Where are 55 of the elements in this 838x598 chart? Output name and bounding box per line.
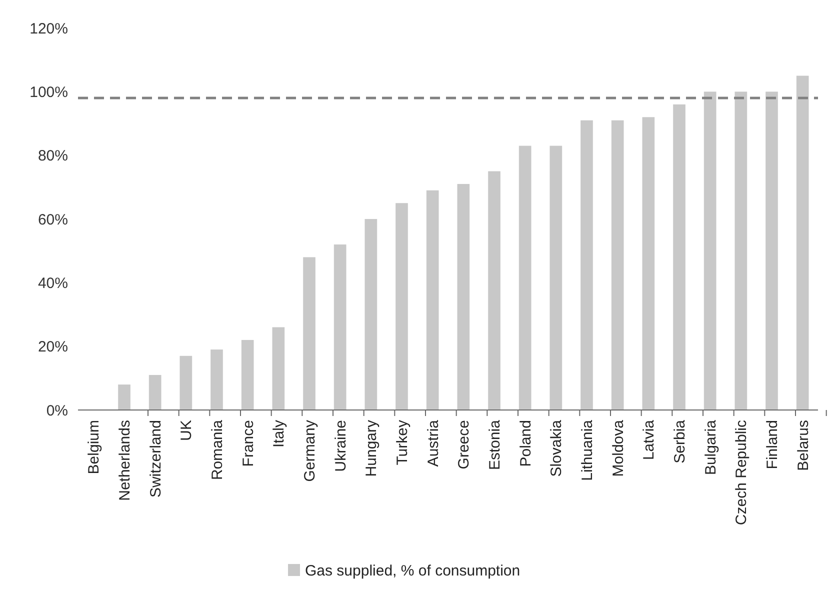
x-tick-label: Estonia <box>486 419 504 470</box>
x-tick-label: Latvia <box>640 419 658 460</box>
x-tick-label: Moldova <box>610 419 627 477</box>
x-tick-label: Ukraine <box>332 420 350 472</box>
x-tick-label: Poland <box>517 420 534 467</box>
bar <box>396 203 408 410</box>
x-tick-label: Greece <box>456 420 473 470</box>
bar <box>180 356 192 410</box>
x-tick-label: Belgium <box>86 420 103 474</box>
x-tick-label: Germany <box>302 420 318 482</box>
x-tick-label: Belarus <box>794 420 812 471</box>
bar <box>334 244 346 410</box>
x-tick-label: Netherlands <box>116 420 134 501</box>
bar <box>272 327 285 410</box>
y-tick-label: 100% <box>30 84 68 101</box>
bar <box>148 374 162 410</box>
bar <box>766 92 778 410</box>
x-tick-label: Czech Republic <box>733 420 750 526</box>
y-tick-label: 20% <box>38 338 68 356</box>
y-tick-label: 40% <box>38 274 68 292</box>
bar <box>426 190 439 410</box>
bar <box>241 340 254 410</box>
bar <box>796 76 809 410</box>
y-tick-label: 120% <box>30 20 68 38</box>
bar <box>518 146 532 410</box>
x-tick-label: Switzerland <box>147 420 164 498</box>
y-tick-label: 0% <box>46 402 68 420</box>
bar <box>734 92 748 410</box>
bar <box>642 117 655 410</box>
bar <box>704 92 716 410</box>
x-tick-label: Serbia <box>672 419 688 464</box>
bar <box>611 120 624 410</box>
x-tick-label: Slovakia <box>548 419 566 477</box>
bar <box>457 184 470 410</box>
x-tick-label: Turkey <box>394 420 411 466</box>
bar <box>488 171 500 410</box>
x-tick-label: France <box>240 420 257 467</box>
y-tick-label: 60% <box>38 211 68 228</box>
x-tick-label: Austria <box>424 419 442 467</box>
legend-label: Gas supplied, % of consumption <box>305 562 520 580</box>
x-tick-label: Romania <box>209 419 226 480</box>
y-tick-label: 80% <box>38 148 68 165</box>
bar <box>673 104 686 410</box>
x-tick-label: Lithuania <box>579 419 596 481</box>
x-tick-label: Bulgaria <box>702 419 720 476</box>
x-tick-label: Italy <box>270 420 288 448</box>
x-tick-label: Hungary <box>363 420 380 477</box>
bar <box>580 120 593 410</box>
x-tick-label: Finland <box>764 420 781 470</box>
bar <box>364 219 378 410</box>
bar <box>210 350 223 410</box>
bar <box>118 384 130 410</box>
bar <box>303 257 316 410</box>
x-tick-label: UK <box>178 420 196 441</box>
bar <box>550 146 562 410</box>
